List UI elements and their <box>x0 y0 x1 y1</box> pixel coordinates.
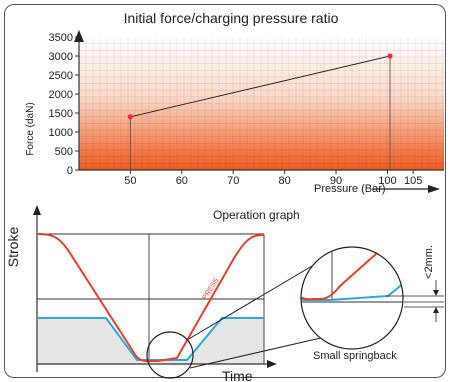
figure-frame <box>4 4 446 378</box>
y-tick-label: 2000 <box>49 89 73 101</box>
stroke-axis-arrow <box>33 205 41 215</box>
y-tick-label: 0 <box>67 165 73 177</box>
operation-diagram: PRESS Stroke Time <box>5 205 326 382</box>
data-point <box>127 114 134 120</box>
x-axis-label: Pressure (Bar) <box>314 183 386 195</box>
data-point <box>387 53 393 59</box>
press-curve <box>36 233 265 362</box>
y-tick-label: 1500 <box>49 108 73 120</box>
series-line <box>130 55 391 118</box>
time-axis-arrow <box>267 360 277 368</box>
magnifier-link-lower <box>189 336 326 369</box>
zoom-circle <box>300 246 404 350</box>
x-tick-label: 60 <box>176 175 188 187</box>
x-tick-label: 70 <box>227 175 239 187</box>
zoom-press-curve <box>301 247 386 301</box>
plot-background <box>79 37 444 170</box>
zoom-detail: <2mm. Small springback <box>300 245 444 362</box>
y-tick-label: 3500 <box>49 32 73 44</box>
y-tick-label: 3000 <box>49 51 73 63</box>
y-axis-label: Force (daN) <box>25 102 36 155</box>
y-tick-labels: 0 500 1000 1500 2000 2500 3000 3500 <box>49 32 79 177</box>
operation-fill <box>37 318 264 364</box>
magnifier-link-upper <box>186 265 313 341</box>
x-tick-label: 50 <box>124 175 136 187</box>
x-tick-label: 100 <box>378 175 396 187</box>
operation-title: Operation graph <box>213 208 300 222</box>
chart-title: Initial force/charging pressure ratio <box>124 10 339 26</box>
time-label: Time <box>222 368 253 382</box>
x-tick-label: 80 <box>279 175 291 187</box>
zoom-blue-curve <box>301 281 403 301</box>
x-tick-labels: 50 60 70 80 90 100 105 <box>124 170 422 187</box>
y-tick-label: 2500 <box>49 70 73 82</box>
dim-arrow-lower-head <box>433 307 439 313</box>
dim-arrow-upper-head <box>433 290 439 296</box>
detail-caption: Small springback <box>313 350 397 362</box>
x-axis-arrow-head <box>428 185 440 193</box>
data-series <box>127 53 393 170</box>
stroke-label: Stroke <box>5 227 21 268</box>
grid <box>79 37 444 170</box>
y-tick-label: 500 <box>55 146 73 158</box>
x-tick-label: 90 <box>330 175 342 187</box>
magnifier-circle <box>146 331 194 379</box>
y-tick-label: 1000 <box>49 127 73 139</box>
y-axis-arrow <box>74 30 84 42</box>
dimension-label: <2mm. <box>423 245 435 279</box>
x-tick-label: 105 <box>404 175 422 187</box>
